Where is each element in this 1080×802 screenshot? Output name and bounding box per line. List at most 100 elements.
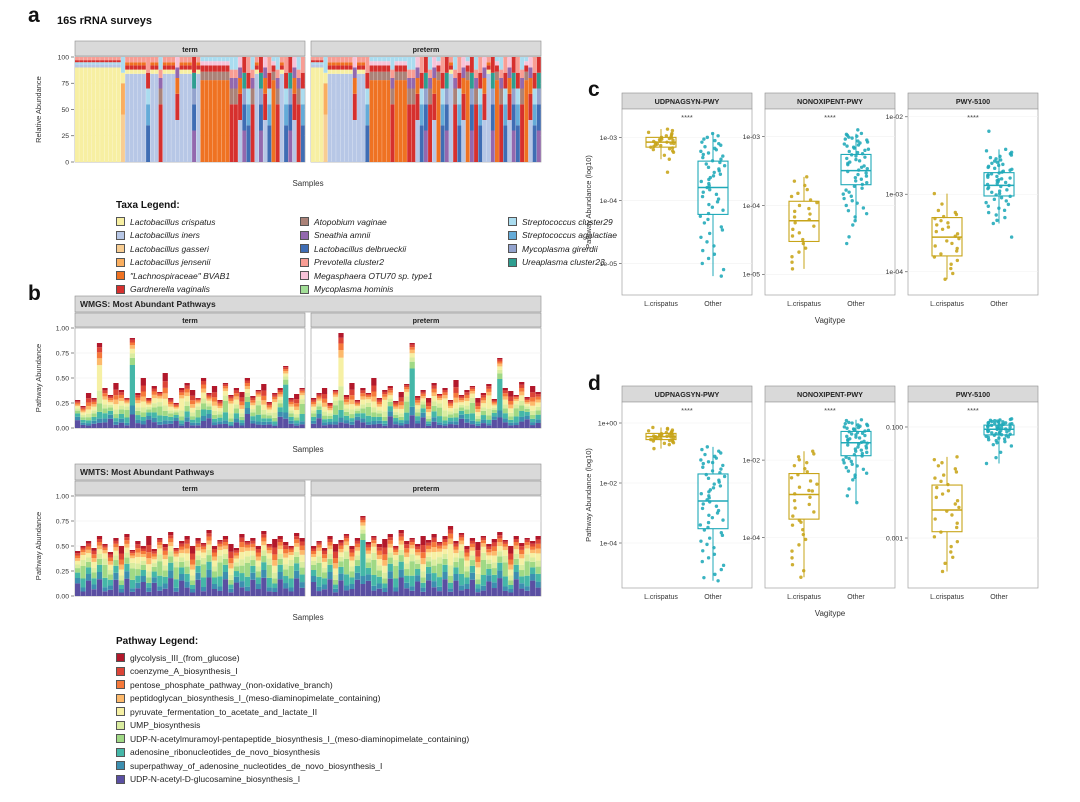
legend-item: pyruvate_fermentation_to_acetate_and_lac… xyxy=(116,705,469,719)
plot-area xyxy=(764,401,896,589)
legend-label: Sneathia amnii xyxy=(314,230,371,241)
y-tick-label: 1e-05 xyxy=(743,272,761,279)
legend-swatch xyxy=(508,230,517,240)
y-tick-label: 1e-04 xyxy=(600,540,618,547)
legend-label: Atopobium vaginae xyxy=(314,216,387,227)
legend-item: Lactobacillus delbrueckii xyxy=(300,242,508,256)
legend-item: glycolysis_III_(from_glucose) xyxy=(116,651,469,665)
chart-title-strip xyxy=(74,295,542,313)
plot-area xyxy=(621,108,753,296)
legend-swatch xyxy=(116,244,125,254)
pathway-legend-items: glycolysis_III_(from_glucose) coenzyme_A_… xyxy=(116,651,469,786)
y-tick-label: 50 xyxy=(61,107,69,114)
jitter-points-Other xyxy=(841,128,871,246)
y-tick-label: 1.00 xyxy=(56,493,69,500)
wmgs-stacked-bar-chart: WMGS: Most Abundant Pathways Pathway Abun… xyxy=(34,295,542,454)
y-axis-label: Pathway Abundance xyxy=(34,344,43,412)
legend-label: UDP-N-acetylmuramoyl-pentapeptide_biosyn… xyxy=(130,733,470,744)
legend-item: Lactobacillus iners xyxy=(116,229,300,243)
panel-d-label: d xyxy=(588,372,601,395)
legend-swatch xyxy=(116,257,125,267)
y-tick-label: 1e-02 xyxy=(886,114,904,121)
significance-stars: **** xyxy=(681,406,693,415)
significance-stars: **** xyxy=(967,406,979,415)
y-tick-label: 1e+00 xyxy=(598,420,617,427)
legend-label: Lactobacillus gasseri xyxy=(130,243,209,254)
panel-b-label: b xyxy=(28,282,41,305)
legend-item: Lactobacillus gasseri xyxy=(116,242,300,256)
group-tick-label: Other xyxy=(704,594,722,601)
legend-item: Megasphaera OTU70 sp. type1 xyxy=(300,269,508,283)
significance-stars: **** xyxy=(967,113,979,122)
legend-swatch xyxy=(300,244,309,254)
legend-label: Lactobacillus jensenii xyxy=(130,257,211,268)
chart-title: WMGS: Most Abundant Pathways xyxy=(80,299,216,309)
stacked-bars-term xyxy=(75,530,305,596)
y-axis-label: Pathway Abundance (log10) xyxy=(584,448,593,542)
pathway-title: NONOXIPENT-PWY xyxy=(797,97,863,106)
jitter-points-L.crispatus xyxy=(789,175,819,271)
pathway-legend-title: Pathway Legend: xyxy=(116,636,199,647)
y-axis-label: Relative Abundance xyxy=(34,76,43,143)
panel-a-label: a xyxy=(28,4,40,27)
legend-label: Megasphaera OTU70 sp. type1 xyxy=(314,270,433,281)
facet-strip xyxy=(310,480,542,496)
legend-item: Streptococcus agalactiae xyxy=(508,229,617,243)
legend-swatch xyxy=(116,271,125,281)
legend-item: superpathway_of_adenosine_nucleotides_de… xyxy=(116,759,469,773)
y-tick-label: 0.75 xyxy=(56,518,69,525)
legend-item: Gardnerella vaginalis xyxy=(116,283,300,297)
significance-stars: **** xyxy=(824,406,836,415)
legend-swatch xyxy=(116,653,125,663)
facet-label: preterm xyxy=(413,45,440,54)
y-tick-label: 0.00 xyxy=(56,593,69,600)
pathway-title: UDPNAGSYN-PWY xyxy=(655,390,720,399)
pathway-legend: Pathway Legend: glycolysis_III_(from_glu… xyxy=(116,636,469,786)
significance-stars: **** xyxy=(681,113,693,122)
group-tick-label: L.crispatus xyxy=(930,301,964,308)
legend-swatch xyxy=(508,244,517,254)
legend-label: Lactobacillus delbrueckii xyxy=(314,243,407,254)
legend-label: Lactobacillus iners xyxy=(130,230,200,241)
jitter-points-Other xyxy=(698,445,727,583)
legend-item: Prevotella cluster2 xyxy=(300,256,508,270)
legend-swatch xyxy=(508,217,517,227)
y-axis-label: Pathway Abundance xyxy=(34,512,43,580)
group-tick-label: Other xyxy=(847,301,865,308)
legend-swatch xyxy=(116,284,125,294)
pathway-title: PWY-5100 xyxy=(956,390,990,399)
chart-title-strip xyxy=(74,463,542,481)
y-tick-label: 0.25 xyxy=(56,568,69,575)
16s-stacked-bar-chart: Relative Abundance 0 25 50 75 100 term preterm S… xyxy=(34,40,542,188)
facet-strip xyxy=(74,312,306,328)
facet-label: preterm xyxy=(413,316,440,325)
legend-swatch xyxy=(116,761,125,771)
x-axis-label: Samples xyxy=(292,179,323,188)
group-tick-label: L.crispatus xyxy=(644,594,678,601)
stacked-bars-preterm xyxy=(311,516,541,596)
boxplot-L.crispatus xyxy=(788,176,820,269)
legend-label: Lactobacillus crispatus xyxy=(130,216,216,227)
legend-label: Mycoplasma girerdii xyxy=(522,243,598,254)
facet-strip xyxy=(310,40,542,57)
group-tick-label: Other xyxy=(847,594,865,601)
group-tick-label: Other xyxy=(990,301,1008,308)
y-tick-label: 1e-03 xyxy=(886,192,904,199)
group-tick-label: Other xyxy=(990,594,1008,601)
pathway-title: UDPNAGSYN-PWY xyxy=(655,97,720,106)
y-tick-label: 1e-04 xyxy=(886,269,904,276)
legend-item: adenosine_ribonucleotides_de_novo_biosyn… xyxy=(116,746,469,760)
taxa-legend-title: Taxa Legend: xyxy=(116,200,180,211)
stacked-bars-preterm xyxy=(311,333,541,428)
y-tick-label: 1e-03 xyxy=(743,134,761,141)
facet-label: term xyxy=(182,316,198,325)
legend-label: pentose_phosphate_pathway_(non-oxidative… xyxy=(130,679,333,690)
y-tick-label: 0.50 xyxy=(56,375,69,382)
y-tick-label: 1e-04 xyxy=(743,535,761,542)
legend-label: Ureaplasma cluster23 xyxy=(522,257,605,268)
y-axis-label: Pathway Abundance (log10) xyxy=(584,155,593,249)
y-tick-label: 1e-03 xyxy=(600,135,618,142)
taxa-legend-items: Lactobacillus crispatus Lactobacillus ine… xyxy=(116,215,617,296)
x-axis-label: Vagitype xyxy=(815,609,846,618)
